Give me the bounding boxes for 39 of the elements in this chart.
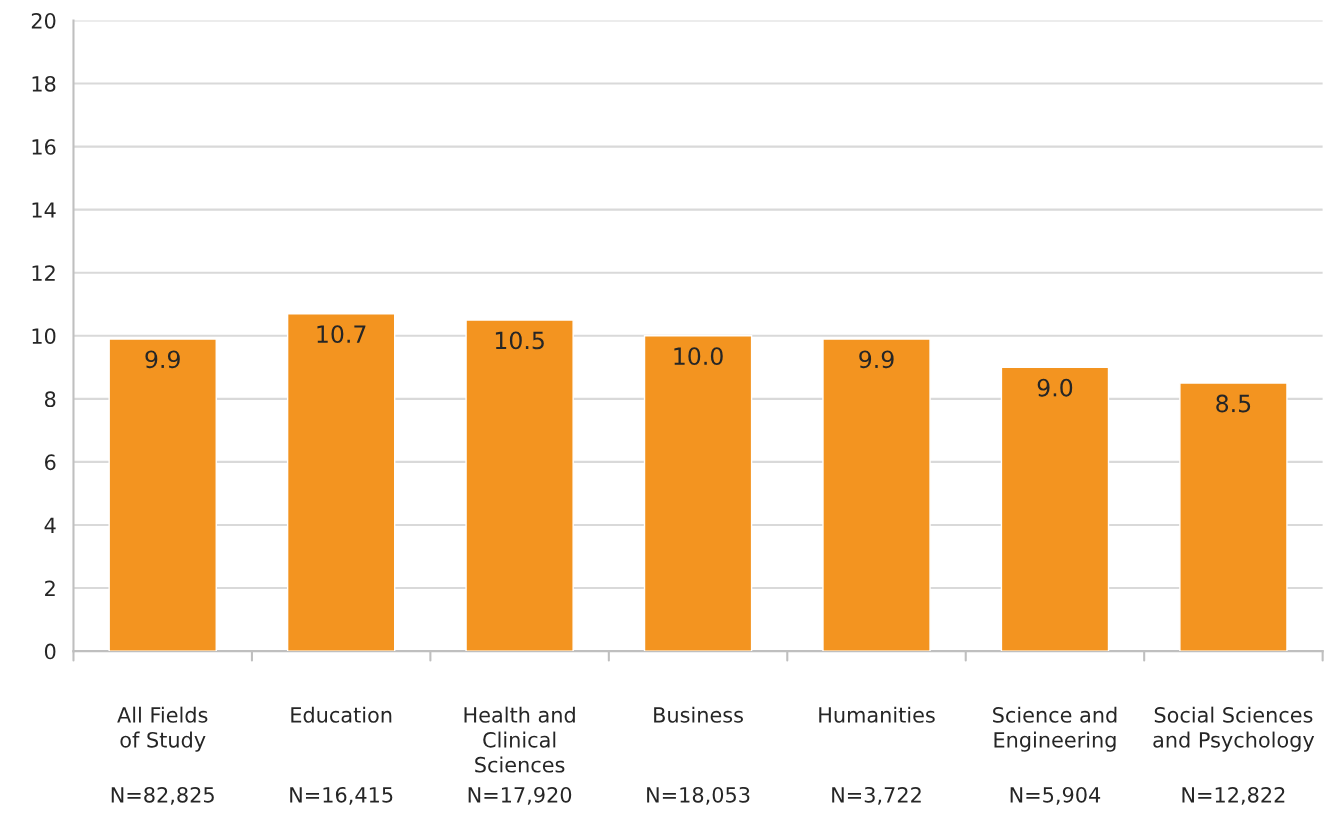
text: N=3,722 — [832, 786, 921, 805]
text: N=12,822 — [1182, 786, 1285, 805]
text: N=82,825 — [111, 786, 214, 805]
y-tick-label: 10 — [32, 328, 56, 344]
x-tick-label: All Fields of Study — [117, 706, 208, 752]
bar — [465, 319, 574, 652]
y-tick-label: 18 — [32, 75, 56, 92]
y-tick-label: 20 — [31, 12, 56, 29]
x-tick-label: Science and Engineering — [993, 706, 1117, 752]
y-tick-label: 12 — [32, 265, 55, 281]
y-tick-label: 4 — [44, 517, 56, 533]
y-tick-label: 16 — [32, 139, 56, 155]
bar — [1000, 366, 1110, 652]
y-tick-label: 2 — [45, 580, 55, 596]
data-label: 10.5 — [495, 331, 544, 350]
x-tick-label: Health and Clinical Sciences — [464, 706, 575, 773]
bar — [1179, 382, 1288, 652]
bar — [822, 338, 931, 652]
x-tick-label: Humanities — [819, 706, 935, 723]
text: N=17,920 — [468, 786, 572, 805]
data-label: 9.0 — [1037, 378, 1073, 397]
bar — [108, 338, 217, 652]
data-label: 9.9 — [859, 350, 894, 369]
data-label: 8.5 — [1216, 394, 1251, 413]
bar — [286, 313, 396, 652]
data-label: 9.9 — [145, 350, 180, 369]
text: N=18,053 — [647, 786, 750, 805]
y-tick-label: 0 — [44, 643, 56, 660]
data-label: 10.7 — [317, 325, 366, 344]
y-tick-label: 8 — [44, 391, 56, 408]
x-tick-label: Business — [654, 706, 743, 723]
text: N=16,415 — [290, 786, 393, 805]
x-tick-label: Social Sciences and Psychology — [1153, 706, 1315, 752]
bar — [643, 335, 753, 652]
text: N=5,904 — [1010, 786, 1101, 805]
y-tick-label: 14 — [32, 202, 56, 218]
data-label: 10.0 — [674, 347, 723, 366]
x-tick-label: Education — [291, 706, 392, 723]
y-tick-label: 6 — [45, 454, 56, 471]
